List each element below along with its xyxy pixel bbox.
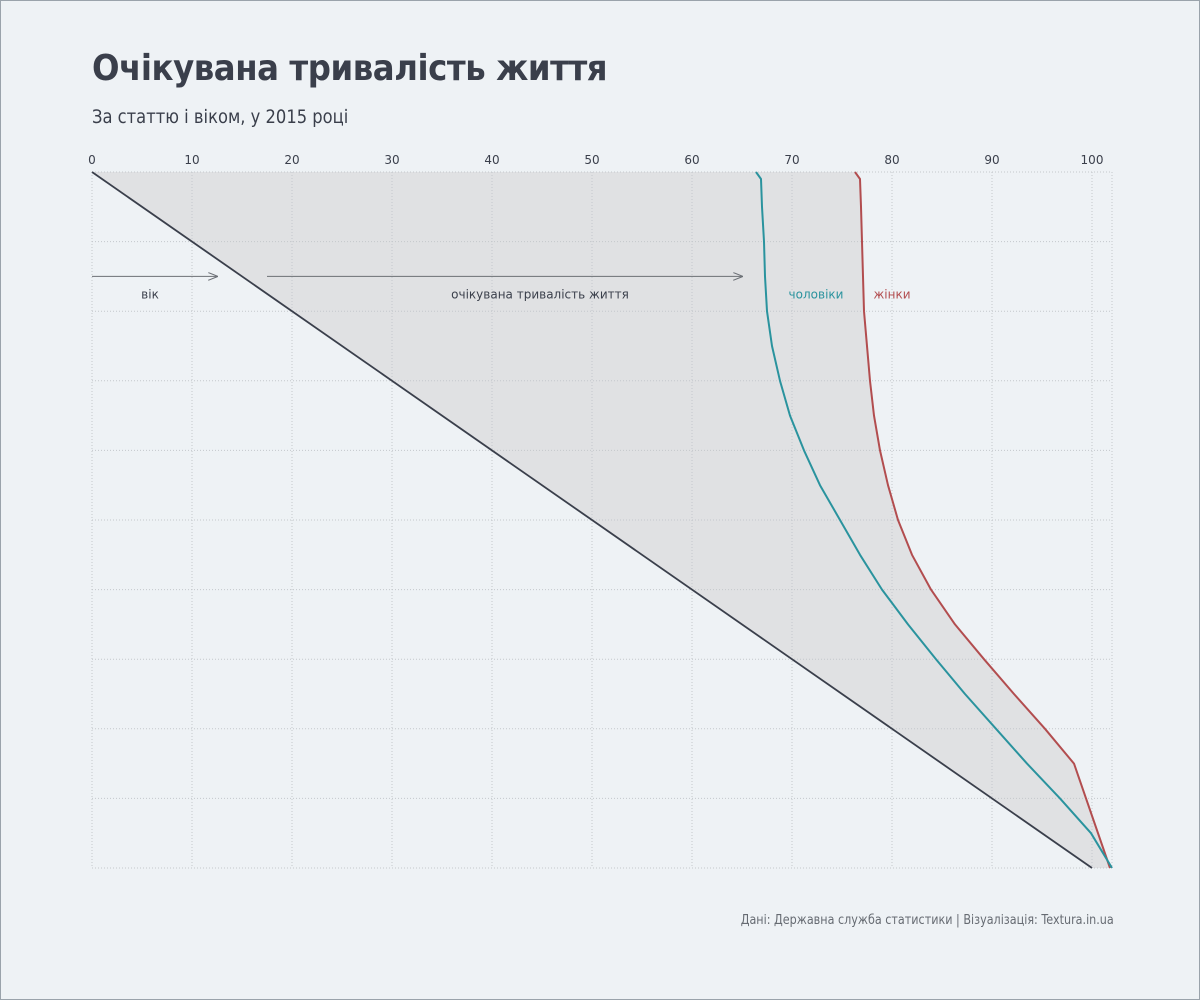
x-tick-label: 60 [684,153,699,167]
age-line [91,171,1093,869]
men-line [755,171,1113,869]
x-tick-label: 80 [884,153,899,167]
x-tick-label: 70 [784,153,799,167]
chart-title: Очікувана тривалість життя [92,48,608,89]
x-tick-label: 50 [584,153,599,167]
age-annotation: вік [141,287,159,301]
men-series-label: чоловіки [789,287,844,301]
source-note: Дані: Державна служба статистики | Візуа… [740,913,1114,928]
x-tick-label: 30 [384,153,399,167]
chart-subtitle: За статтю і віком, у 2015 році [92,106,349,128]
x-tick-label: 90 [984,153,999,167]
women-line [854,171,1111,869]
life-expectancy-annotation: очікувана тривалість життя [451,287,629,301]
women-series-label: жінки [873,287,910,301]
x-tick-label: 40 [484,153,499,167]
x-tick-label: 0 [88,153,96,167]
x-tick-label: 20 [284,153,299,167]
x-tick-label: 100 [1081,153,1104,167]
x-tick-label: 10 [184,153,199,167]
